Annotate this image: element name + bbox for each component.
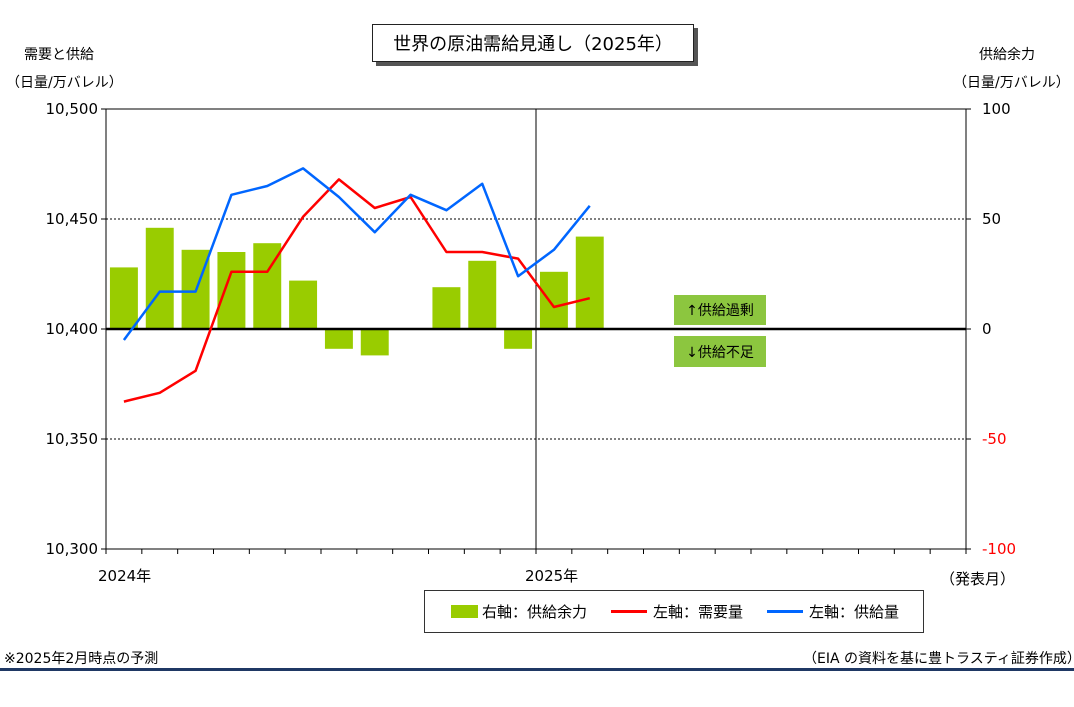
bar-supply-capacity — [539, 271, 568, 329]
right-axis-label-1: 供給余力 — [979, 47, 1035, 63]
surplus-annotation: ↑供給過剰 — [674, 295, 766, 325]
legend-swatch-supply — [767, 610, 804, 613]
bar-supply-capacity — [109, 267, 138, 329]
left-tick-label: 10,300 — [46, 540, 99, 558]
chart-legend: 右軸：供給余力 左軸：需要量 左軸：供給量 — [424, 590, 924, 633]
year-label-2024: 2024年 — [98, 567, 152, 585]
legend-swatch-bar — [451, 605, 478, 618]
forecast-note: ※2025年2月時点の予測 — [4, 651, 159, 667]
left-tick-label: 10,400 — [46, 320, 99, 338]
right-tick-label: 50 — [982, 210, 1001, 228]
legend-label-bar: 右軸：供給余力 — [482, 603, 588, 621]
legend-swatch-demand — [611, 610, 648, 613]
x-axis-unit-label: （発表月） — [940, 570, 1016, 588]
right-tick-label: 0 — [982, 320, 992, 338]
left-tick-label: 10,450 — [46, 210, 99, 228]
left-axis-label-1: 需要と供給 — [24, 47, 94, 63]
footer-rule — [0, 668, 1074, 671]
bar-supply-capacity — [145, 227, 174, 329]
bar-supply-capacity — [468, 260, 497, 329]
bar-supply-capacity — [324, 329, 353, 349]
bar-supply-capacity — [289, 280, 318, 329]
legend-item-bar: 右軸：供給余力 — [451, 601, 587, 622]
bar-supply-capacity — [432, 287, 461, 329]
bar-supply-capacity — [575, 236, 604, 329]
line-supply — [122, 167, 591, 341]
left-tick-label: 10,350 — [46, 430, 99, 448]
right-axis-label-2: （日量/万バレル） — [953, 75, 1070, 91]
legend-item-demand: 左軸：需要量 — [611, 601, 743, 622]
bar-supply-capacity — [504, 329, 533, 349]
left-axis-label-2: （日量/万バレル） — [6, 75, 123, 91]
legend-label-demand: 左軸：需要量 — [653, 603, 744, 621]
bar-supply-capacity — [360, 329, 389, 356]
left-tick-label: 10,500 — [46, 100, 99, 118]
right-tick-label: 100 — [982, 100, 1011, 118]
source-note: （EIA の資料を基に豊トラスティ証券作成） — [803, 651, 1074, 667]
year-label-2025: 2025年 — [525, 567, 579, 585]
bar-supply-capacity — [217, 252, 246, 329]
legend-label-supply: 左軸：供給量 — [809, 603, 900, 621]
legend-item-supply: 左軸：供給量 — [767, 601, 899, 622]
right-tick-label: -100 — [982, 540, 1016, 558]
chart-title: 世界の原油需給見通し（2025年） — [372, 24, 694, 62]
right-tick-label: -50 — [982, 430, 1007, 448]
shortage-annotation: ↓供給不足 — [674, 336, 766, 367]
